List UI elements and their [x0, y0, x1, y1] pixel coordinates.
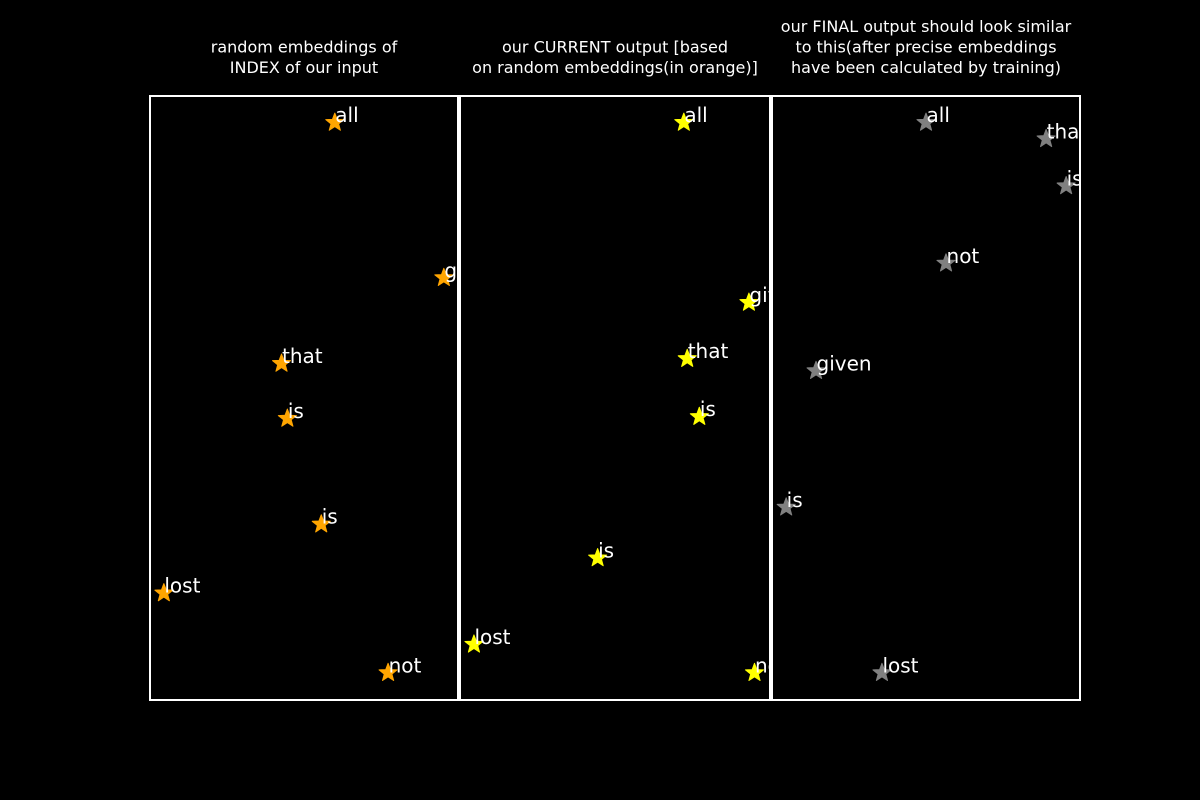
- point-marker-that: [1036, 128, 1056, 148]
- panel-frame: [771, 95, 1081, 701]
- point-marker-is: [689, 406, 709, 425]
- point-label-that: that: [282, 344, 323, 368]
- point-marker-that: [677, 348, 697, 367]
- point-label-is: is: [288, 399, 304, 423]
- point-marker-that: [271, 353, 292, 372]
- point-marker-lost: [154, 583, 174, 602]
- point-marker-given: [739, 292, 759, 311]
- point-label-lost: lost: [164, 574, 200, 598]
- chart-title-line: random embeddings of: [211, 38, 398, 57]
- point-marker-lost: [464, 634, 484, 653]
- point-label-is: is: [1067, 166, 1083, 190]
- point-label-that: that: [1047, 119, 1088, 143]
- point-marker-is: [1056, 176, 1076, 195]
- chart-title-line: INDEX of our input: [230, 58, 378, 77]
- point-label-given: given: [749, 283, 804, 307]
- point-label-all: all: [684, 103, 707, 127]
- point-label-all: all: [335, 103, 358, 127]
- point-label-not: not: [947, 244, 980, 268]
- point-marker-is: [776, 497, 796, 516]
- point-label-is: is: [322, 505, 338, 529]
- chart-panel-3: our FINAL output should look similar to t…: [771, 17, 1088, 701]
- chart-title-line: our CURRENT output [based: [502, 38, 728, 57]
- chart-title-line: have been calculated by training): [791, 58, 1061, 77]
- point-label-lost: lost: [474, 625, 510, 649]
- point-label-is: is: [700, 397, 716, 421]
- panel-frame: [459, 95, 771, 701]
- points-layer: all that is not given is lost: [776, 103, 1088, 682]
- point-label-is: is: [598, 539, 614, 563]
- point-marker-all: [674, 112, 694, 131]
- point-marker-all: [325, 112, 345, 131]
- point-label-not: not: [389, 653, 422, 677]
- chart-title-line: on random embeddings(in orange)]: [472, 58, 758, 77]
- chart-title-line: our FINAL output should look similar: [781, 17, 1072, 36]
- point-label-gi: gi: [444, 258, 462, 282]
- points-layer: all gi that is is lost not: [154, 103, 462, 682]
- point-marker-gi: [434, 267, 454, 286]
- point-marker-is: [311, 514, 331, 533]
- point-label-is: is: [787, 488, 803, 512]
- chart-title-line: to this(after precise embeddings: [795, 38, 1056, 57]
- point-marker-is: [588, 548, 608, 567]
- point-marker-not: [744, 662, 765, 682]
- point-marker-not: [936, 253, 956, 272]
- point-label-not: not: [755, 653, 788, 677]
- panel-frame: [149, 95, 459, 701]
- point-marker-is: [277, 408, 297, 427]
- point-label-that: that: [688, 339, 729, 363]
- point-marker-given: [806, 360, 826, 380]
- point-marker-all: [916, 112, 936, 131]
- point-label-given: given: [817, 351, 872, 375]
- point-marker-lost: [872, 662, 892, 682]
- points-layer: all given that is is lost not: [464, 103, 804, 682]
- point-label-lost: lost: [882, 653, 918, 677]
- point-marker-not: [378, 662, 398, 682]
- point-label-all: all: [927, 103, 950, 127]
